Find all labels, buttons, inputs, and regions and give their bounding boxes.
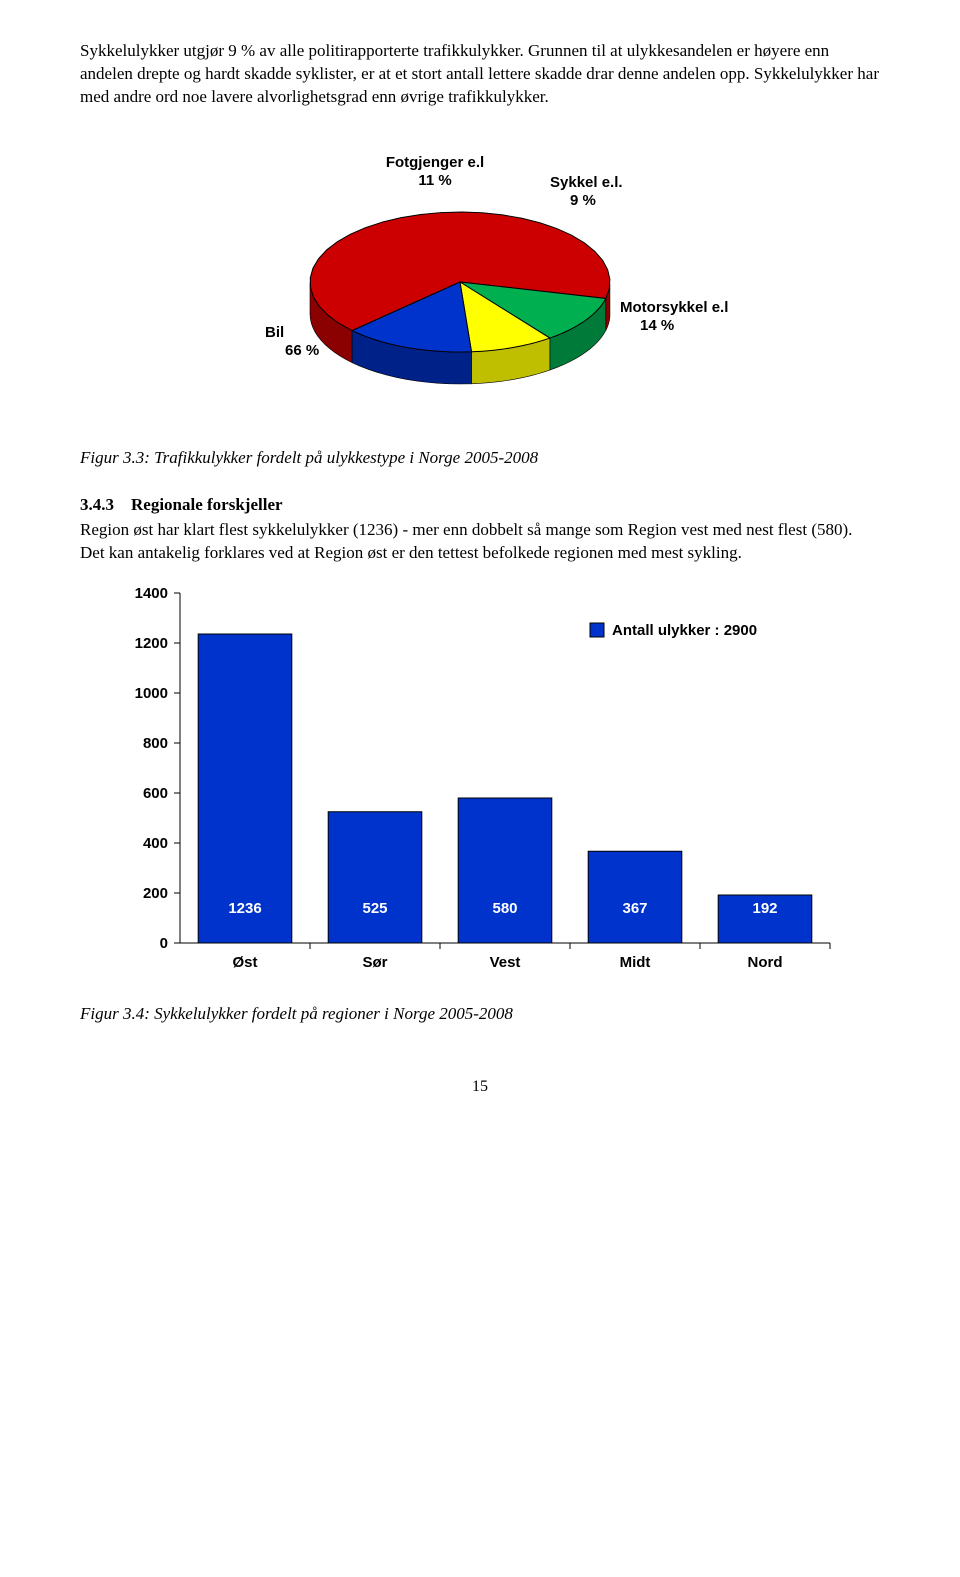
svg-text:Nord: Nord bbox=[748, 954, 783, 971]
bar-chart: 0 200 400 600 800 1000 1200 1400 1236 Øst 525 Sør 58… bbox=[80, 573, 880, 993]
svg-text:Sykkel e.l.: Sykkel e.l. bbox=[550, 174, 623, 191]
svg-text:400: 400 bbox=[143, 835, 168, 852]
svg-text:Sør: Sør bbox=[362, 954, 387, 971]
svg-text:1200: 1200 bbox=[135, 635, 168, 652]
svg-text:Midt: Midt bbox=[620, 954, 651, 971]
svg-text:1000: 1000 bbox=[135, 685, 168, 702]
svg-text:200: 200 bbox=[143, 885, 168, 902]
svg-text:800: 800 bbox=[143, 735, 168, 752]
svg-text:9 %: 9 % bbox=[570, 192, 596, 209]
subheading-title: Regionale forskjeller bbox=[131, 495, 283, 514]
svg-text:1236: 1236 bbox=[228, 900, 261, 917]
svg-text:192: 192 bbox=[752, 900, 777, 917]
svg-text:525: 525 bbox=[362, 900, 387, 917]
bar-chart-svg: 0 200 400 600 800 1000 1200 1400 1236 Øst 525 Sør 58… bbox=[110, 573, 850, 993]
svg-text:66 %: 66 % bbox=[285, 342, 319, 359]
svg-text:Antall ulykker : 2900: Antall ulykker : 2900 bbox=[612, 622, 757, 639]
svg-text:1400: 1400 bbox=[135, 585, 168, 602]
pie-caption: Figur 3.3: Trafikkulykker fordelt på uly… bbox=[80, 447, 880, 470]
subheading-number: 3.4.3 bbox=[80, 495, 114, 514]
svg-text:14 %: 14 % bbox=[640, 317, 674, 334]
svg-text:11 %: 11 % bbox=[418, 172, 451, 189]
pie-chart: Bil66 % Fotgjenger e.l11 % Sykkel e.l.9 % M… bbox=[80, 117, 880, 437]
svg-text:0: 0 bbox=[160, 935, 168, 952]
svg-text:Motorsykkel e.l: Motorsykkel e.l bbox=[620, 299, 728, 316]
svg-text:Øst: Øst bbox=[232, 954, 257, 971]
page-number: 15 bbox=[80, 1076, 880, 1098]
intro-paragraph: Sykkelulykker utgjør 9 % av alle politir… bbox=[80, 40, 880, 109]
svg-text:Fotgjenger e.l: Fotgjenger e.l bbox=[386, 154, 484, 171]
svg-text:Bil: Bil bbox=[265, 324, 284, 341]
svg-text:580: 580 bbox=[492, 900, 517, 917]
pie-chart-svg: Bil66 % Fotgjenger e.l11 % Sykkel e.l.9 % M… bbox=[200, 117, 760, 437]
body-paragraph: Region øst har klart flest sykkelulykker… bbox=[80, 519, 880, 565]
subheading: 3.4.3 Regionale forskjeller bbox=[80, 494, 880, 517]
bar-caption: Figur 3.4: Sykkelulykker fordelt på regi… bbox=[80, 1003, 880, 1026]
svg-text:600: 600 bbox=[143, 785, 168, 802]
svg-text:Vest: Vest bbox=[490, 954, 521, 971]
svg-text:367: 367 bbox=[622, 900, 647, 917]
